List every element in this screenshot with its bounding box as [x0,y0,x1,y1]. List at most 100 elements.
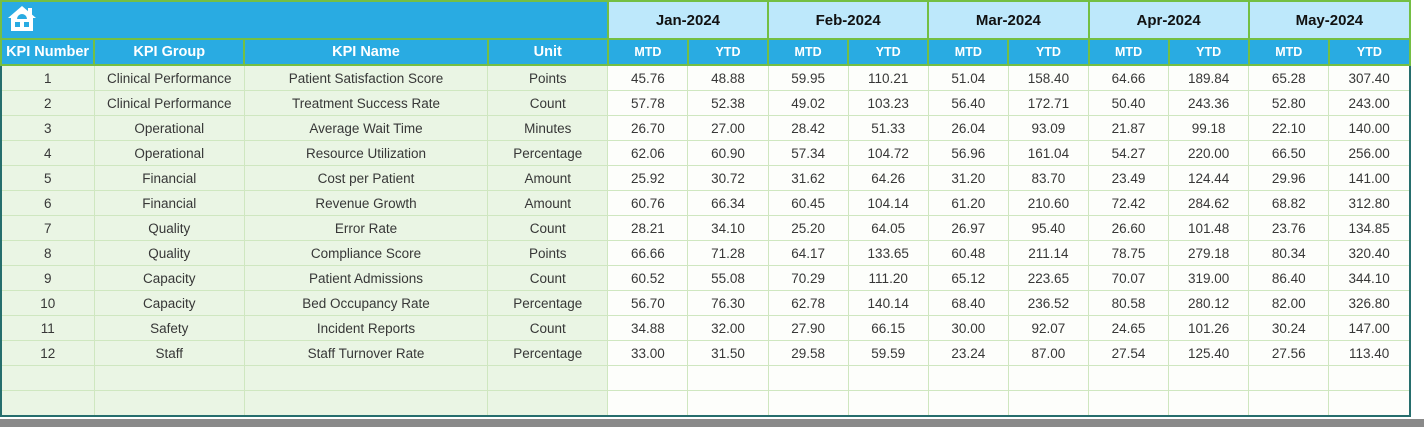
value-cell[interactable]: 64.05 [847,215,929,241]
value-cell[interactable]: 307.40 [1328,64,1411,91]
apr-2024-mtd-header[interactable]: MTD [1087,38,1170,66]
value-cell[interactable]: 45.76 [607,64,689,91]
value-cell[interactable]: 29.58 [767,340,849,366]
value-cell[interactable]: 140.14 [847,290,929,316]
kpi-number-cell[interactable]: 3 [0,115,95,141]
empty-cell[interactable] [487,365,609,391]
kpi-group-cell[interactable]: Clinical Performance [93,90,245,116]
value-cell[interactable]: 62.78 [767,290,849,316]
value-cell[interactable]: 104.14 [847,190,929,216]
value-cell[interactable]: 111.20 [847,265,929,291]
kpi-name-cell[interactable]: Incident Reports [243,315,489,341]
home-cell[interactable] [0,0,609,40]
empty-cell[interactable] [1087,365,1170,391]
value-cell[interactable]: 60.45 [767,190,849,216]
value-cell[interactable]: 211.14 [1007,240,1090,266]
value-cell[interactable]: 141.00 [1328,165,1411,191]
unit-cell[interactable]: Amount [487,165,609,191]
value-cell[interactable]: 83.70 [1007,165,1090,191]
value-cell[interactable]: 80.34 [1248,240,1330,266]
empty-cell[interactable] [1087,390,1170,417]
value-cell[interactable]: 76.30 [687,290,769,316]
kpi-name-cell[interactable]: Error Rate [243,215,489,241]
value-cell[interactable]: 50.40 [1087,90,1170,116]
value-cell[interactable]: 158.40 [1007,64,1090,91]
value-cell[interactable]: 56.70 [607,290,689,316]
value-cell[interactable]: 60.76 [607,190,689,216]
may-2024-mtd-header[interactable]: MTD [1247,38,1330,66]
kpi-number-cell[interactable]: 5 [0,165,95,191]
value-cell[interactable]: 27.90 [767,315,849,341]
value-cell[interactable]: 31.20 [927,165,1009,191]
value-cell[interactable]: 30.24 [1248,315,1330,341]
empty-cell[interactable] [93,365,245,391]
value-cell[interactable]: 68.40 [927,290,1009,316]
kpi-group-cell[interactable]: Operational [93,140,245,166]
value-cell[interactable]: 82.00 [1248,290,1330,316]
value-cell[interactable]: 101.26 [1168,315,1250,341]
value-cell[interactable]: 279.18 [1168,240,1250,266]
kpi-group-cell[interactable]: Staff [93,340,245,366]
unit-cell[interactable]: Count [487,265,609,291]
value-cell[interactable]: 64.17 [767,240,849,266]
value-cell[interactable]: 326.80 [1328,290,1411,316]
kpi-name-cell[interactable]: Resource Utilization [243,140,489,166]
empty-cell[interactable] [1168,365,1250,391]
value-cell[interactable]: 104.72 [847,140,929,166]
empty-cell[interactable] [1248,365,1330,391]
empty-cell[interactable] [1328,365,1411,391]
value-cell[interactable]: 243.00 [1328,90,1411,116]
value-cell[interactable]: 95.40 [1007,215,1090,241]
empty-cell[interactable] [687,365,769,391]
feb-2024-mtd-header[interactable]: MTD [767,38,850,66]
value-cell[interactable]: 25.92 [607,165,689,191]
empty-cell[interactable] [1248,390,1330,417]
kpi-name-cell[interactable]: Patient Satisfaction Score [243,64,489,91]
kpi-name-cell[interactable]: Cost per Patient [243,165,489,191]
empty-cell[interactable] [487,390,609,417]
value-cell[interactable]: 99.18 [1168,115,1250,141]
value-cell[interactable]: 243.36 [1168,90,1250,116]
value-cell[interactable]: 280.12 [1168,290,1250,316]
value-cell[interactable]: 25.20 [767,215,849,241]
value-cell[interactable]: 284.62 [1168,190,1250,216]
value-cell[interactable]: 66.34 [687,190,769,216]
value-cell[interactable]: 27.56 [1248,340,1330,366]
horizontal-scrollbar[interactable] [0,419,1424,427]
value-cell[interactable]: 93.09 [1007,115,1090,141]
value-cell[interactable]: 320.40 [1328,240,1411,266]
value-cell[interactable]: 56.96 [927,140,1009,166]
value-cell[interactable]: 60.48 [927,240,1009,266]
value-cell[interactable]: 80.58 [1087,290,1170,316]
value-cell[interactable]: 66.66 [607,240,689,266]
value-cell[interactable]: 57.34 [767,140,849,166]
value-cell[interactable]: 48.88 [687,64,769,91]
kpi-number-cell[interactable]: 8 [0,240,95,266]
value-cell[interactable]: 223.65 [1007,265,1090,291]
value-cell[interactable]: 51.04 [927,64,1009,91]
kpi-number-cell[interactable]: 11 [0,315,95,341]
value-cell[interactable]: 34.10 [687,215,769,241]
value-cell[interactable]: 28.42 [767,115,849,141]
value-cell[interactable]: 30.72 [687,165,769,191]
value-cell[interactable]: 26.60 [1087,215,1170,241]
kpi-number-cell[interactable]: 4 [0,140,95,166]
column-header-kpi-number[interactable]: KPI Number [0,38,96,66]
value-cell[interactable]: 70.29 [767,265,849,291]
empty-cell[interactable] [0,390,95,417]
unit-cell[interactable]: Count [487,215,609,241]
empty-cell[interactable] [847,365,929,391]
unit-cell[interactable]: Points [487,240,609,266]
empty-cell[interactable] [243,390,489,417]
value-cell[interactable]: 172.71 [1007,90,1090,116]
value-cell[interactable]: 125.40 [1168,340,1250,366]
value-cell[interactable]: 92.07 [1007,315,1090,341]
kpi-name-cell[interactable]: Staff Turnover Rate [243,340,489,366]
value-cell[interactable]: 113.40 [1328,340,1411,366]
empty-cell[interactable] [1168,390,1250,417]
value-cell[interactable]: 60.90 [687,140,769,166]
kpi-group-cell[interactable]: Quality [93,215,245,241]
value-cell[interactable]: 29.96 [1248,165,1330,191]
value-cell[interactable]: 66.50 [1248,140,1330,166]
value-cell[interactable]: 31.50 [687,340,769,366]
